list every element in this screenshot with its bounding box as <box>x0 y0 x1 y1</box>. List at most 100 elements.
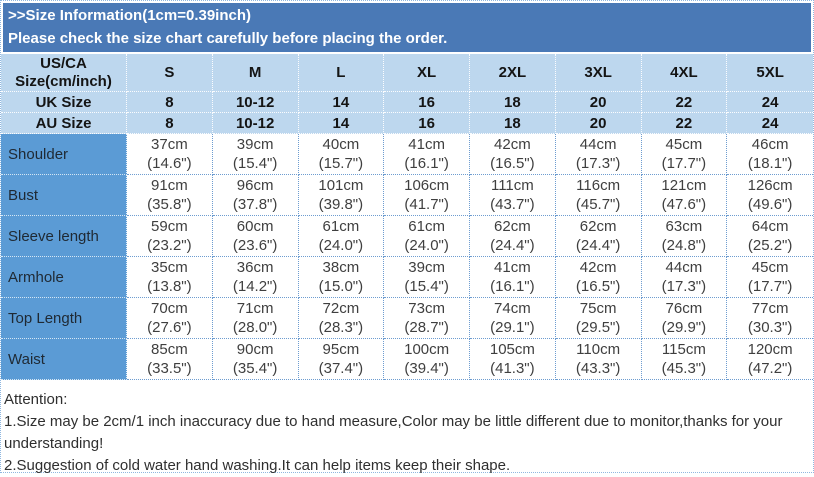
inch-value: (18.1") <box>747 155 793 172</box>
inch-value: (39.8") <box>318 196 364 213</box>
cm-value: 101cm <box>318 177 364 194</box>
inch-value: (17.7") <box>747 278 793 295</box>
measurement-value-cell: 76cm (29.9") <box>641 298 728 339</box>
measurement-value-cell: 59cm (23.2") <box>127 216 213 257</box>
measurement-value-cell: 121cm (47.6") <box>641 175 728 216</box>
measurement-row-label: Shoulder <box>1 134 127 175</box>
attention-note-2: 2.Suggestion of cold water hand washing.… <box>4 457 511 474</box>
cm-value: 70cm <box>151 300 188 317</box>
attention-note-1: 1.Size may be 2cm/1 inch inaccuracy due … <box>4 413 783 452</box>
cm-value: 72cm <box>322 300 360 317</box>
measurement-value-cell: 36cm (14.2") <box>212 257 299 298</box>
cm-value: 59cm <box>151 218 188 235</box>
inch-value: (47.6") <box>661 196 707 213</box>
cm-value: 100cm <box>404 341 450 358</box>
attention-section: Attention: 1.Size may be 2cm/1 inch inac… <box>1 380 813 477</box>
region-size-cell: 16 <box>384 92 470 113</box>
measurement-value-cell: 64cm (25.2") <box>727 216 813 257</box>
inch-value: (24.4") <box>575 237 621 254</box>
inch-value: (17.3") <box>575 155 621 172</box>
cm-value: 111cm <box>490 177 534 194</box>
measurement-value-cell: 70cm (27.6") <box>127 298 213 339</box>
cm-value: 64cm <box>751 218 789 235</box>
inch-value: (14.2") <box>232 278 278 295</box>
corner-header-line-1: US/CA <box>40 54 87 72</box>
banner-title: >>Size Information(1cm=0.39inch) <box>8 7 251 24</box>
measurement-value-cell: 45cm (17.7") <box>641 134 728 175</box>
region-row-label: AU Size <box>1 113 127 134</box>
cm-value: 44cm <box>579 136 617 153</box>
measurement-value-cell: 72cm (28.3") <box>298 298 385 339</box>
measurement-value-cell: 110cm (43.3") <box>555 339 642 380</box>
measurement-value-cell: 100cm (39.4") <box>384 339 470 380</box>
measurement-value-cell: 39cm (15.4") <box>212 134 299 175</box>
measurement-value-cell: 111cm (43.7") <box>470 175 556 216</box>
measurement-value-cell: 62cm (24.4") <box>470 216 556 257</box>
measurement-value-cell: 41cm (16.1") <box>384 134 470 175</box>
inch-value: (14.6") <box>147 155 192 172</box>
inch-value: (15.0") <box>318 278 364 295</box>
region-size-cell: 24 <box>727 92 813 113</box>
region-size-cell: 14 <box>298 113 385 134</box>
inch-value: (15.7") <box>318 155 364 172</box>
inch-value: (43.3") <box>575 360 621 377</box>
cm-value: 126cm <box>747 177 793 194</box>
cm-value: 85cm <box>151 341 188 358</box>
cm-value: 91cm <box>151 177 188 194</box>
cm-value: 42cm <box>494 136 531 153</box>
corner-header-cell: US/CA Size(cm/inch) <box>1 54 127 92</box>
inch-value: (16.1") <box>404 155 449 172</box>
inch-value: (37.8") <box>232 196 278 213</box>
measurement-row-label: Armhole <box>1 257 127 298</box>
measurement-value-cell: 44cm (17.3") <box>555 134 642 175</box>
measurement-value-cell: 74cm (29.1") <box>470 298 556 339</box>
cm-value: 61cm <box>322 218 360 235</box>
cm-value: 74cm <box>494 300 531 317</box>
cm-value: 61cm <box>408 218 445 235</box>
cm-value: 60cm <box>236 218 274 235</box>
inch-value: (15.4") <box>232 155 278 172</box>
region-size-cell: 18 <box>470 92 556 113</box>
measurement-value-cell: 105cm (41.3") <box>470 339 556 380</box>
measurement-value-cell: 75cm (29.5") <box>555 298 642 339</box>
inch-value: (28.3") <box>318 319 364 336</box>
cm-value: 115cm <box>661 341 706 358</box>
measurement-value-cell: 44cm (17.3") <box>641 257 728 298</box>
cm-value: 36cm <box>236 259 274 276</box>
banner: >>Size Information(1cm=0.39inch) Please … <box>3 3 811 52</box>
inch-value: (39.4") <box>404 360 449 377</box>
inch-value: (28.0") <box>232 319 278 336</box>
cm-value: 71cm <box>236 300 274 317</box>
cm-value: 120cm <box>747 341 793 358</box>
inch-value: (45.3") <box>661 360 707 377</box>
inch-value: (33.5") <box>147 360 192 377</box>
region-size-cell: 14 <box>298 92 385 113</box>
measurement-value-cell: 71cm (28.0") <box>212 298 299 339</box>
inch-value: (24.8") <box>661 237 707 254</box>
inch-value: (41.7") <box>404 196 449 213</box>
measurement-value-cell: 42cm (16.5") <box>555 257 642 298</box>
inch-value: (16.1") <box>490 278 535 295</box>
cm-value: 38cm <box>322 259 360 276</box>
size-column-header: 5XL <box>727 54 813 92</box>
measurement-value-cell: 63cm (24.8") <box>641 216 728 257</box>
measurement-value-cell: 46cm (18.1") <box>727 134 813 175</box>
measurement-value-cell: 101cm (39.8") <box>298 175 385 216</box>
measurement-value-cell: 90cm (35.4") <box>212 339 299 380</box>
inch-value: (29.1") <box>490 319 535 336</box>
measurement-row-label: Waist <box>1 339 127 380</box>
cm-value: 110cm <box>576 341 621 358</box>
measurement-value-cell: 37cm (14.6") <box>127 134 213 175</box>
region-size-cell: 8 <box>127 92 213 113</box>
measurement-value-cell: 40cm (15.7") <box>298 134 385 175</box>
cm-value: 39cm <box>236 136 274 153</box>
cm-value: 76cm <box>665 300 703 317</box>
size-column-header: 3XL <box>555 54 642 92</box>
inch-value: (15.4") <box>404 278 449 295</box>
inch-value: (35.4") <box>232 360 278 377</box>
cm-value: 44cm <box>665 259 703 276</box>
measurement-value-cell: 35cm (13.8") <box>127 257 213 298</box>
cm-value: 45cm <box>665 136 703 153</box>
region-size-cell: 22 <box>641 92 728 113</box>
cm-value: 63cm <box>665 218 703 235</box>
